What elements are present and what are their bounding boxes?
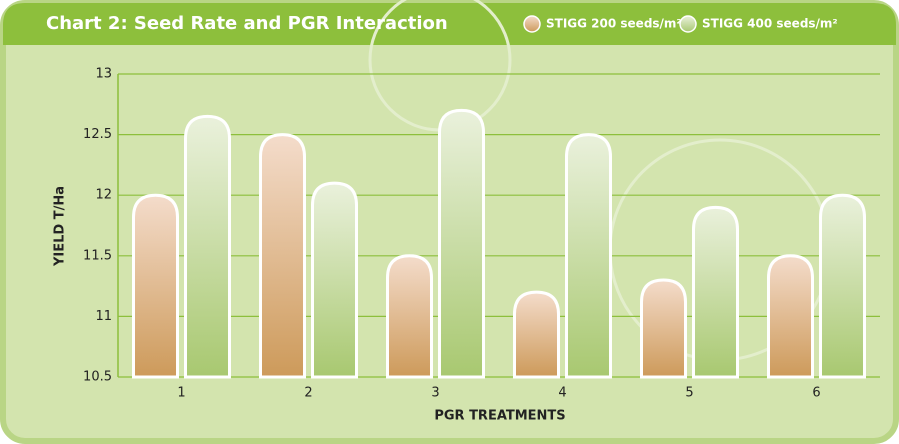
bar (311, 181, 358, 379)
bar (438, 108, 485, 379)
bar (692, 205, 739, 379)
bar (184, 114, 231, 379)
y-tick-label: 13 (95, 67, 112, 82)
y-tick-label: 11.5 (83, 248, 112, 263)
x-tick-label: 3 (431, 386, 439, 401)
bar (386, 254, 433, 379)
x-tick-label: 6 (812, 386, 820, 401)
x-tick-label: 4 (558, 386, 566, 401)
y-tick-label: 10.5 (83, 370, 112, 385)
bar (640, 278, 687, 379)
y-tick-label: 11 (95, 309, 112, 324)
legend-swatch (679, 15, 697, 33)
legend-swatch (523, 15, 541, 33)
x-tick-label: 5 (685, 386, 693, 401)
bar (259, 133, 306, 379)
bar (132, 193, 179, 379)
legend-label: STIGG 200 seeds/m² (546, 17, 682, 31)
x-tick-label: 2 (304, 386, 312, 401)
header-band (3, 3, 896, 45)
legend-label: STIGG 400 seeds/m² (702, 17, 838, 31)
bar (565, 133, 612, 379)
x-axis-label: PGR TREATMENTS (434, 409, 565, 424)
chart-title: Chart 2: Seed Rate and PGR Interaction (46, 13, 448, 34)
y-tick-label: 12.5 (83, 127, 112, 142)
y-axis-label: YIELD T/Ha (53, 186, 68, 267)
x-tick-label: 1 (177, 386, 185, 401)
y-tick-label: 12 (95, 188, 112, 203)
bar (819, 193, 866, 379)
bar (767, 254, 814, 379)
bar (513, 290, 560, 379)
